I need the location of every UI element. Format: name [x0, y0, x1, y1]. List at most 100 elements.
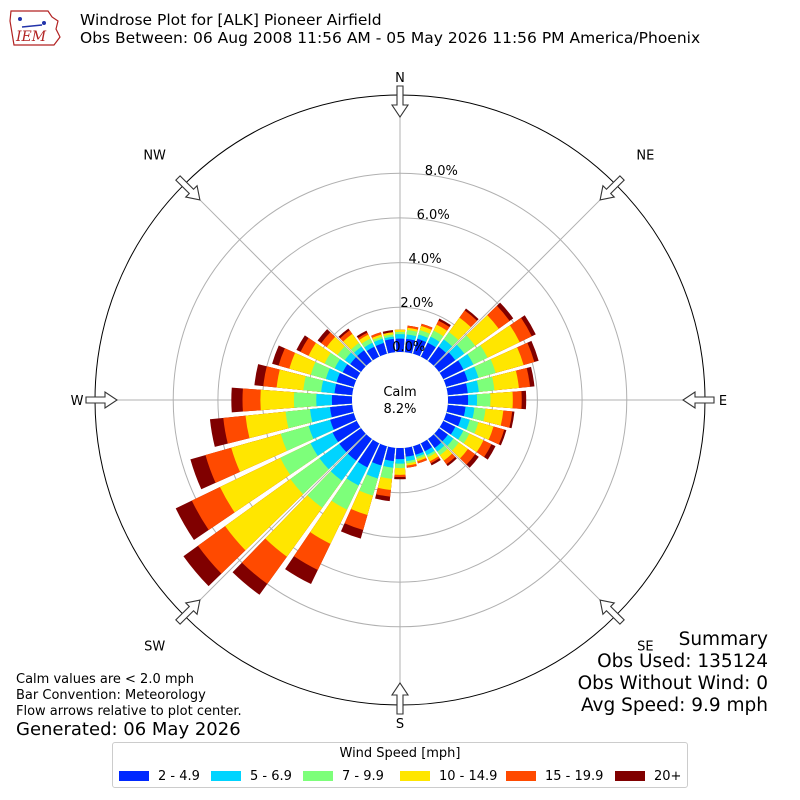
grid-spoke [183, 183, 367, 367]
radial-tick-label: 8.0% [425, 164, 458, 179]
wind-bar-segment [334, 383, 354, 396]
flow-arrow [175, 175, 201, 201]
wind-bar-segment [357, 350, 372, 366]
wind-bar-segment [439, 420, 456, 435]
flow-arrow-shape [682, 390, 715, 410]
legend-item: 15 - 19.9 [506, 768, 603, 784]
wind-bar-segment [332, 420, 361, 443]
wind-bar-segment [336, 372, 357, 387]
wind-bar-segment [331, 395, 353, 405]
summary-obs-used: Obs Used: 135124 [597, 651, 768, 672]
wind-bar-segment [413, 443, 424, 455]
wind-bar-segment [330, 413, 357, 430]
flow-arrow [599, 175, 625, 201]
legend-label: 20+ [654, 768, 682, 784]
iem-logo: IEM [9, 10, 61, 46]
bar-convention-note: Bar Convention: Meteorology [16, 688, 206, 703]
grid-spoke [433, 183, 617, 367]
flow-arrow [682, 390, 715, 410]
legend-swatch [211, 771, 241, 781]
chart-labels: 0.0% 2.0% 4.0% 6.0% 8.0% Calm 8.2% N NE E SE S SW W NW [71, 71, 728, 732]
flow-arrow-shape [390, 85, 410, 118]
compass-label: NW [143, 149, 166, 164]
legend-item: 7 - 9.9 [303, 768, 384, 784]
summary-avg-speed: Avg Speed: 9.9 mph [580, 695, 768, 716]
chart-title: Windrose Plot for [ALK] Pioneer Airfield [80, 11, 382, 29]
radial-tick-label: 6.0% [417, 208, 450, 223]
wind-bar-segment [420, 439, 433, 452]
flow-arrow-shape [175, 599, 201, 625]
wind-bar-segment [395, 447, 405, 460]
wind-bar-segment [446, 383, 468, 396]
legend-item: 20+ [615, 768, 681, 784]
legend-swatch [303, 771, 333, 781]
flow-arrow [390, 682, 410, 715]
flow-arrow [599, 599, 625, 625]
compass-label: NE [636, 149, 654, 164]
wind-bar-segment [372, 443, 387, 466]
radial-tick-label: 4.0% [409, 252, 442, 267]
wind-bar-segment [347, 434, 372, 461]
flow-arrow [390, 85, 410, 118]
legend-title: Wind Speed [mph] [339, 746, 461, 761]
grid-spoke [183, 433, 367, 617]
legend-label: 10 - 14.9 [439, 768, 498, 784]
svg-text:IEM: IEM [15, 29, 47, 45]
radial-tick-label: 0.0% [392, 340, 425, 355]
calm-note: Calm values are < 2.0 mph [16, 672, 195, 687]
wind-bar-segment [443, 371, 468, 387]
wind-bar-segment [434, 352, 456, 372]
compass-label: SW [144, 639, 165, 654]
legend-swatch [615, 771, 645, 781]
wind-bar-segment [384, 446, 396, 462]
wind-bar-segment [350, 357, 366, 372]
flow-arrows-note: Flow arrows relative to plot center. [16, 704, 242, 719]
compass-label: S [396, 717, 404, 732]
legend-label: 2 - 4.9 [158, 768, 200, 784]
wind-bar-segment [404, 338, 416, 354]
generated-date: Generated: 06 May 2026 [16, 719, 241, 740]
legend-label: 15 - 19.9 [545, 768, 604, 784]
flow-arrow-shape [599, 599, 625, 625]
wind-bar-segment [339, 428, 366, 453]
calm-label: Calm [383, 385, 416, 400]
wind-bar-segment [366, 346, 380, 361]
legend-label: 5 - 6.9 [250, 768, 292, 784]
summary-obs-without-wind: Obs Without Wind: 0 [577, 673, 768, 694]
wind-bar-segment [404, 446, 414, 457]
flow-arrow-shape [390, 682, 410, 715]
flow-arrow [175, 599, 201, 625]
legend-swatch [506, 771, 536, 781]
legend-item: 10 - 14.9 [400, 768, 497, 784]
grid-spoke [433, 433, 617, 617]
calm-circle [352, 352, 448, 448]
legend-item: 5 - 6.9 [211, 768, 292, 784]
wind-bar-segment [342, 364, 361, 380]
legend-label: 7 - 9.9 [342, 768, 384, 784]
flow-arrows [85, 85, 715, 715]
flow-arrow-shape [175, 175, 201, 201]
legend-swatch [119, 771, 149, 781]
wind-bar-segment [447, 395, 469, 405]
wind-bar-segment [428, 346, 446, 366]
calm-value: 8.2% [383, 402, 416, 417]
flow-arrow [85, 390, 118, 410]
compass-label: SE [637, 639, 653, 654]
wind-bar-segment [330, 404, 354, 418]
direction-bars [175, 302, 539, 595]
wind-bar-segment [357, 439, 380, 468]
compass-label: W [71, 394, 84, 409]
wind-bar-segment [443, 413, 462, 427]
wind-bar-segment [439, 360, 464, 380]
summary-heading: Summary [678, 629, 768, 650]
chart-subtitle: Obs Between: 06 Aug 2008 11:56 AM - 05 M… [80, 29, 701, 47]
legend-swatch [400, 771, 430, 781]
flow-arrow-shape [85, 390, 118, 410]
compass-label: N [395, 71, 405, 86]
wind-bar-segment [395, 338, 405, 353]
legend-item: 2 - 4.9 [119, 768, 200, 784]
compass-label: E [719, 394, 727, 409]
flow-arrow-shape [599, 175, 625, 201]
wind-bar-segment [413, 338, 427, 357]
